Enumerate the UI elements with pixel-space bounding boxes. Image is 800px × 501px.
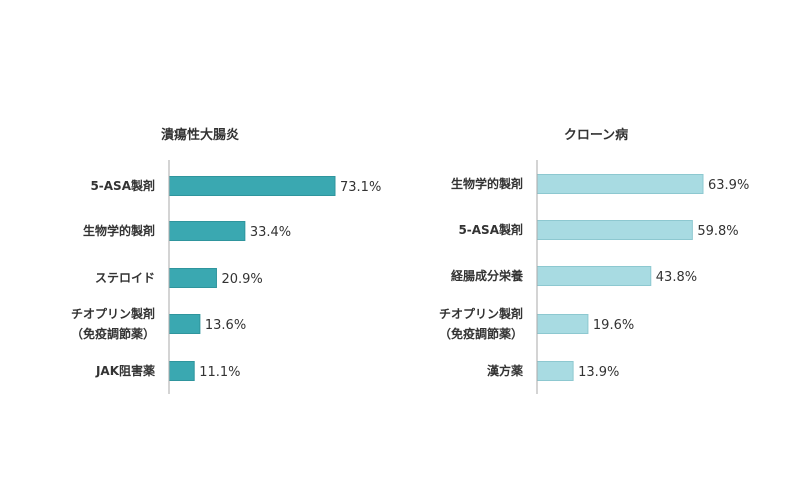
- category-label: ステロイド: [95, 271, 155, 285]
- value-label: 73.1%: [340, 180, 381, 195]
- bar: [168, 314, 201, 334]
- category-label: チオプリン製剤: [439, 306, 523, 321]
- category-label: 5-ASA製剤: [90, 178, 155, 193]
- chart-2: クローン病 63.9% 生物学的製剤 59.8% 5-ASA製剤 43.8% 経腸成分栄養 1…: [439, 127, 749, 394]
- value-label: 43.8%: [656, 270, 697, 285]
- value-label: 13.9%: [578, 365, 619, 380]
- bar: [168, 361, 195, 381]
- category-label: 漢方薬: [487, 363, 523, 378]
- category-label: 5-ASA製剤: [458, 222, 523, 237]
- category-label: JAK阻害薬: [95, 363, 155, 378]
- bar: [168, 221, 246, 241]
- value-label: 19.6%: [593, 318, 634, 333]
- category-label-sub: （免疫調節薬）: [439, 326, 523, 341]
- category-label: チオプリン製剤: [71, 306, 155, 321]
- bar: [536, 361, 574, 381]
- category-label: 生物学的製剤: [451, 176, 523, 191]
- chart-1: 潰瘍性大腸炎 73.1% 5-ASA製剤 33.4% 生物学的製剤 20.9% ステロイド 1…: [71, 127, 381, 394]
- chart-title: クローン病: [564, 127, 628, 143]
- category-label-sub: （免疫調節薬）: [71, 326, 155, 341]
- value-label: 59.8%: [697, 224, 738, 239]
- bar: [536, 174, 704, 194]
- chart-title: 潰瘍性大腸炎: [161, 127, 239, 143]
- bar: [536, 266, 652, 286]
- category-label: 経腸成分栄養: [451, 268, 523, 283]
- bar: [536, 220, 693, 240]
- bar: [536, 314, 589, 334]
- bar: [168, 176, 336, 196]
- bar: [168, 268, 217, 288]
- value-label: 33.4%: [250, 225, 291, 240]
- value-label: 11.1%: [199, 365, 240, 380]
- value-label: 13.6%: [205, 318, 246, 333]
- value-label: 63.9%: [708, 178, 749, 193]
- value-label: 20.9%: [221, 272, 262, 287]
- category-label: 生物学的製剤: [83, 223, 155, 238]
